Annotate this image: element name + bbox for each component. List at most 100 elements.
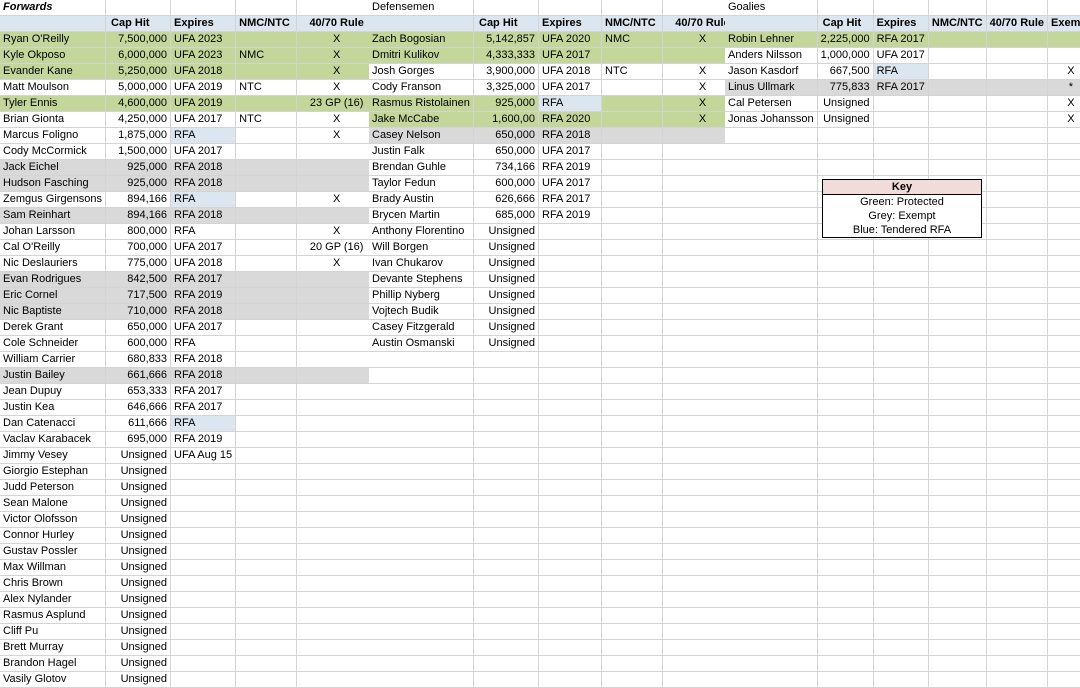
empty-cell[interactable]	[473, 495, 539, 512]
player-expires[interactable]: UFA 2017	[538, 47, 602, 64]
empty-cell[interactable]	[873, 575, 929, 592]
empty-cell[interactable]	[725, 671, 818, 688]
player-expires[interactable]: UFA 2019	[170, 79, 237, 96]
player-row[interactable]: Zemgus Girgensons 894,166 RFA X	[0, 191, 429, 208]
player-cap-hit[interactable]: 685,000	[473, 207, 539, 224]
player-40-70-rule[interactable]	[296, 591, 378, 608]
player-expires[interactable]: RFA	[170, 191, 237, 208]
player-cap-hit[interactable]: 611,666	[105, 415, 172, 432]
player-cap-hit[interactable]: 1,600,00	[473, 111, 539, 128]
empty-cell[interactable]	[662, 431, 743, 448]
player-40-70-rule[interactable]	[296, 671, 378, 688]
player-cap-hit[interactable]: Unsigned	[473, 223, 539, 240]
player-expires[interactable]	[170, 655, 237, 672]
empty-cell[interactable]	[725, 511, 818, 528]
player-nmc-ntc[interactable]	[235, 335, 298, 352]
player-name[interactable]: Casey Fitzgerald	[369, 319, 474, 336]
empty-cell[interactable]	[1047, 591, 1080, 608]
player-nmc-ntc[interactable]	[601, 127, 663, 144]
empty-cell[interactable]	[601, 655, 663, 672]
player-expires[interactable]: RFA 2018	[170, 175, 237, 192]
player-expires[interactable]	[170, 671, 237, 688]
empty-cell[interactable]	[369, 623, 474, 640]
empty-cell[interactable]	[986, 255, 1049, 272]
player-name[interactable]: Hudson Fasching	[0, 175, 107, 192]
empty-cell[interactable]	[986, 495, 1049, 512]
empty-cell[interactable]	[601, 639, 663, 656]
player-nmc-ntc[interactable]	[235, 95, 298, 112]
empty-cell[interactable]	[817, 495, 874, 512]
player-row[interactable]: Chris BrownUnsignedX	[0, 575, 429, 592]
player-row[interactable]: Jason Kasdorf 667,500 RFA X	[725, 63, 1080, 80]
empty-cell[interactable]	[601, 511, 663, 528]
player-nmc-ntc[interactable]	[601, 239, 663, 256]
player-row[interactable]: Brian Gionta 4,250,000 UFA 2017 NTC X	[0, 111, 429, 128]
empty-cell[interactable]	[1047, 143, 1080, 160]
player-nmc-ntc[interactable]	[235, 495, 298, 512]
empty-row[interactable]	[725, 543, 1080, 560]
player-row[interactable]: Casey FitzgeraldUnsignedX	[369, 319, 794, 336]
player-nmc-ntc[interactable]	[601, 95, 663, 112]
empty-cell[interactable]	[986, 511, 1049, 528]
player-name[interactable]: Marcus Foligno	[0, 127, 107, 144]
empty-cell[interactable]	[873, 543, 929, 560]
player-cap-hit[interactable]: 667,500	[817, 63, 874, 80]
player-cap-hit[interactable]: Unsigned	[105, 527, 172, 544]
player-40-70-rule[interactable]	[296, 543, 378, 560]
empty-cell[interactable]	[817, 431, 874, 448]
player-40-70-rule[interactable]: 23 GP (16)	[296, 95, 378, 112]
player-name[interactable]: Rasmus Ristolainen	[369, 95, 474, 112]
empty-cell[interactable]	[538, 383, 602, 400]
empty-cell[interactable]	[473, 511, 539, 528]
empty-cell[interactable]	[369, 575, 474, 592]
player-cap-hit[interactable]: 925,000	[473, 95, 539, 112]
player-cap-hit[interactable]: Unsigned	[473, 335, 539, 352]
empty-cell[interactable]	[369, 495, 474, 512]
empty-cell[interactable]	[662, 591, 743, 608]
player-expires[interactable]: RFA 2018	[170, 303, 237, 320]
player-cap-hit[interactable]: 775,000	[105, 255, 172, 272]
empty-cell[interactable]	[473, 543, 539, 560]
player-nmc-ntc[interactable]	[235, 479, 298, 496]
empty-cell[interactable]	[1047, 159, 1080, 176]
player-name[interactable]: Cal Petersen	[725, 95, 818, 112]
empty-cell[interactable]	[817, 575, 874, 592]
player-row[interactable]: Vojtech BudikUnsignedX	[369, 303, 794, 320]
player-nmc-ntc[interactable]	[601, 255, 663, 272]
empty-cell[interactable]	[538, 623, 602, 640]
player-row[interactable]: Evander Kane 5,250,000 UFA 2018 X	[0, 63, 429, 80]
player-expires[interactable]: RFA 2017	[538, 191, 602, 208]
player-name[interactable]: Kyle Okposo	[0, 47, 107, 64]
player-row[interactable]: Josh Gorges 3,900,000 UFA 2018 NTC X	[369, 63, 794, 80]
player-cap-hit[interactable]: 2,225,000	[817, 31, 874, 48]
player-name[interactable]: Justin Falk	[369, 143, 474, 160]
empty-cell[interactable]	[873, 335, 929, 352]
empty-cell[interactable]	[928, 655, 987, 672]
player-nmc-ntc[interactable]: NMC	[235, 47, 298, 64]
empty-cell[interactable]	[928, 447, 987, 464]
empty-cell[interactable]	[662, 607, 743, 624]
player-exempt[interactable]: X	[1047, 63, 1080, 80]
empty-cell[interactable]	[928, 543, 987, 560]
section-title-pad-2[interactable]	[601, 0, 663, 16]
player-exempt[interactable]	[1047, 31, 1080, 48]
player-cap-hit[interactable]: 734,166	[473, 159, 539, 176]
empty-row[interactable]	[725, 143, 1080, 160]
empty-cell[interactable]	[473, 591, 539, 608]
player-name[interactable]: Justin Kea	[0, 399, 107, 416]
player-40-70-rule[interactable]: X	[662, 31, 743, 48]
empty-cell[interactable]	[538, 447, 602, 464]
player-expires[interactable]	[538, 271, 602, 288]
empty-cell[interactable]	[1047, 175, 1080, 192]
player-name[interactable]: Brady Austin	[369, 191, 474, 208]
empty-cell[interactable]	[873, 639, 929, 656]
player-expires[interactable]: RFA	[170, 335, 237, 352]
empty-cell[interactable]	[538, 591, 602, 608]
empty-row[interactable]	[369, 543, 794, 560]
player-nmc-ntc[interactable]	[235, 527, 298, 544]
player-expires[interactable]	[538, 303, 602, 320]
empty-cell[interactable]	[538, 559, 602, 576]
empty-cell[interactable]	[725, 463, 818, 480]
player-nmc-ntc[interactable]	[235, 239, 298, 256]
empty-cell[interactable]	[601, 415, 663, 432]
